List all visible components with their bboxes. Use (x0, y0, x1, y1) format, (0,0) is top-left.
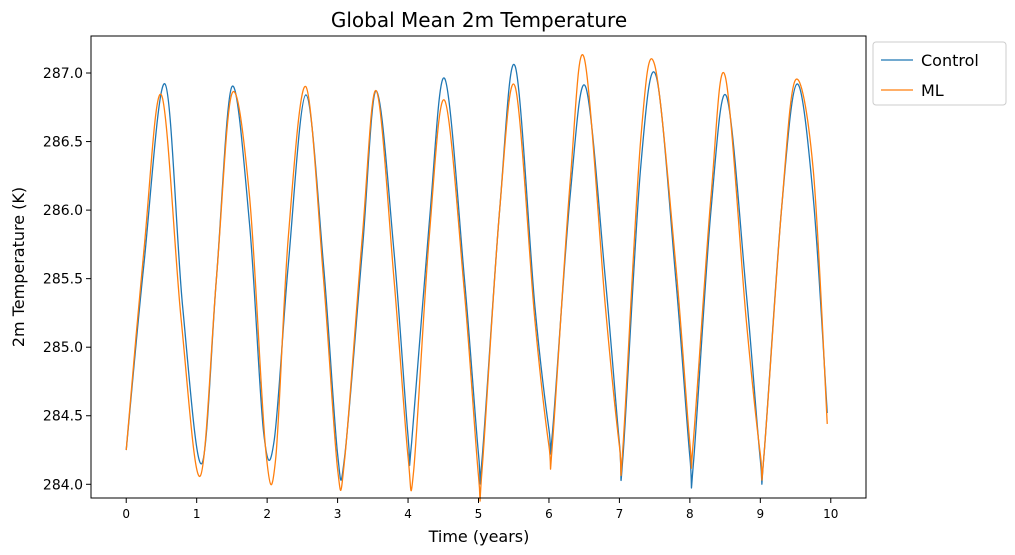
plot-lines (125, 54, 828, 502)
legend-label-control: Control (921, 51, 979, 70)
legend: Control ML (872, 41, 1007, 106)
series-line-control (125, 63, 828, 489)
y-axis: 284.0 284.5 285.0 285.5 286.0 286.5 287.0 (43, 66, 91, 493)
x-axis: 0 1 2 3 4 5 6 7 8 9 10 (122, 498, 838, 521)
y-tick-label: 286.5 (43, 135, 83, 151)
x-tick-label: 8 (686, 507, 694, 521)
x-tick-label: 10 (823, 507, 838, 521)
y-axis-label: 2m Temperature (K) (9, 187, 28, 347)
x-tick-label: 3 (334, 507, 342, 521)
series-line-ml (125, 54, 828, 502)
x-tick-label: 2 (263, 507, 271, 521)
y-tick-label: 286.0 (43, 203, 83, 219)
y-tick-label: 287.0 (43, 66, 83, 82)
y-tick-label: 285.5 (43, 272, 83, 288)
x-tick-label: 9 (756, 507, 764, 521)
y-tick-label: 284.0 (43, 477, 83, 493)
legend-label-ml: ML (921, 81, 944, 100)
x-tick-label: 4 (404, 507, 412, 521)
legend-frame (872, 41, 1007, 106)
y-tick-label: 284.5 (43, 409, 83, 425)
x-tick-label: 6 (545, 507, 553, 521)
x-tick-label: 0 (122, 507, 130, 521)
x-tick-label: 1 (193, 507, 201, 521)
chart-title: Global Mean 2m Temperature (331, 8, 627, 32)
x-tick-label: 5 (475, 507, 483, 521)
x-axis-label: Time (years) (428, 527, 530, 546)
y-tick-label: 285.0 (43, 340, 83, 356)
x-tick-label: 7 (616, 507, 624, 521)
